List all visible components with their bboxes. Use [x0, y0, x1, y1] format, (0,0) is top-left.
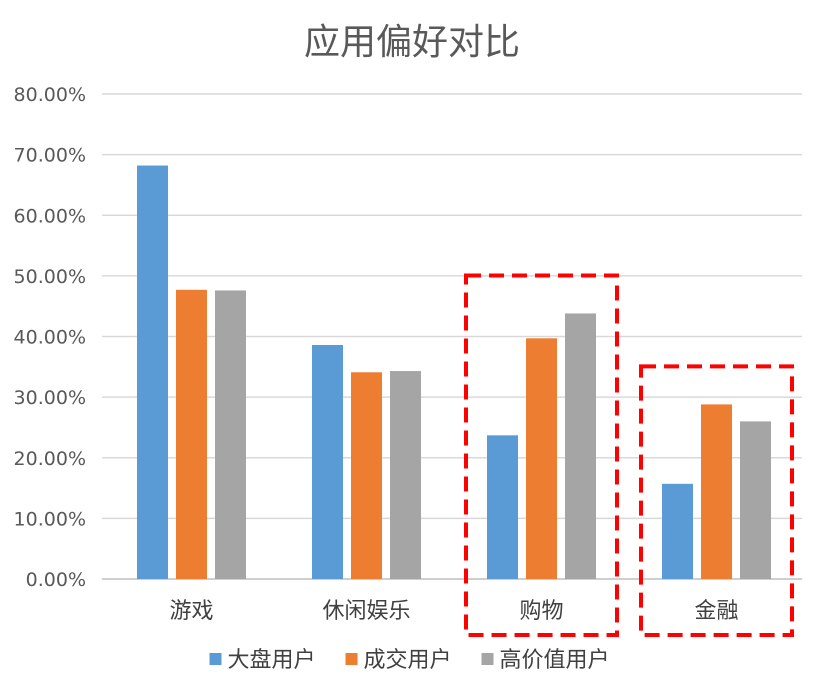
bar — [176, 289, 207, 579]
y-tick-label: 10.00% — [14, 508, 86, 530]
y-tick-label: 20.00% — [14, 448, 86, 470]
y-tick-label: 0.00% — [26, 569, 86, 591]
legend-swatch — [481, 653, 494, 665]
highlight-boxes — [464, 273, 794, 637]
legend-label: 大盘用户 — [228, 648, 316, 673]
legend: 大盘用户 成交用户 高价值用户 — [209, 648, 610, 673]
bar — [390, 371, 421, 579]
bar — [487, 435, 518, 579]
x-tick-label: 金融 — [694, 599, 738, 624]
legend-swatch — [209, 653, 222, 665]
legend-swatch — [345, 653, 358, 665]
x-axis-tick-labels: 游戏 休闲娱乐 购物 金融 — [169, 599, 738, 624]
bar — [526, 338, 557, 579]
highlight-box — [639, 364, 794, 637]
y-tick-label: 40.00% — [14, 327, 86, 349]
legend-label: 成交用户 — [364, 648, 452, 673]
bar — [312, 344, 343, 579]
y-tick-label: 70.00% — [14, 145, 86, 167]
y-tick-label: 30.00% — [14, 387, 86, 409]
chart-title: 应用偏好对比 — [304, 22, 520, 63]
x-tick-label: 休闲娱乐 — [322, 599, 410, 624]
bar — [137, 165, 168, 579]
bar — [740, 421, 771, 579]
y-axis-tick-labels: 0.00% 10.00% 20.00% 30.00% 40.00% 50.00% 60.00… — [14, 84, 86, 591]
bar — [662, 483, 693, 579]
bar — [215, 290, 246, 579]
y-tick-label: 60.00% — [14, 205, 86, 227]
legend-label: 高价值用户 — [500, 648, 610, 673]
bar — [351, 372, 382, 579]
x-tick-label: 购物 — [519, 599, 563, 624]
y-tick-label: 50.00% — [14, 266, 86, 288]
y-tick-label: 80.00% — [14, 84, 86, 106]
bar — [565, 313, 596, 579]
highlight-box — [464, 273, 619, 637]
bar — [701, 404, 732, 579]
bars — [137, 165, 771, 579]
x-tick-label: 游戏 — [169, 599, 213, 624]
